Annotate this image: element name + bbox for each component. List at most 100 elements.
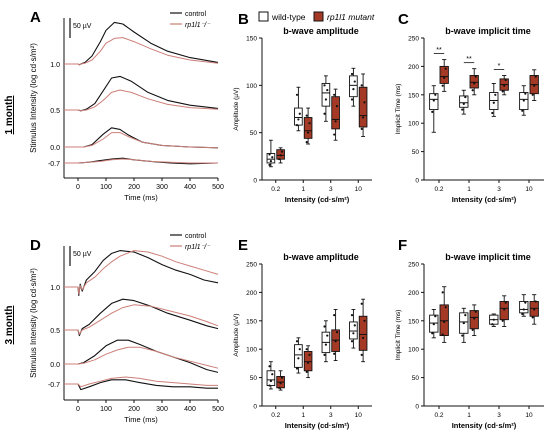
panel-E-point-wildtype [268,384,271,387]
panel-C-point-wildtype [524,92,527,95]
panel-E-y-axis-label: Amplitude (µV) [233,313,240,356]
legend-label-wildtype: wild-type [271,12,306,22]
panel-F-point-mutant [444,306,447,309]
panel-B-point-mutant [335,105,339,108]
panel-D-intensity-label: 0.0 [50,362,60,369]
panel-E-point-mutant [362,336,365,339]
panel-letter-F: F [398,237,407,254]
panel-D-trace-rp1l1 [64,250,219,295]
panel-C-y-tick-label: 100 [408,121,419,128]
panel-D-intensity-label: -0.7 [48,382,60,389]
panel-A-trace-control [64,127,219,149]
panel-D-trace-control [64,339,219,373]
panel-E-y-tick-label: 150 [246,318,257,325]
panel-F-point-wildtype [434,315,437,318]
panel-F-point-mutant [534,300,537,303]
panel-C-y-tick-label: 250 [408,36,419,43]
panel-B-point-mutant [333,93,336,96]
legend-swatch-mutant [313,11,324,22]
panel-F-point-wildtype [492,318,495,321]
panel-C-point-wildtype [431,110,434,113]
panel-E-point-mutant [278,386,281,389]
panel-B-point-wildtype [323,112,326,115]
panel-E-x-tick-label: 1 [301,412,305,419]
panel-C-title: b-wave implicit time [445,26,531,36]
panel-C-x-tick-label: 10 [525,186,533,193]
panel-E-x-tick-label: 0.2 [271,412,280,419]
panel-C-point-mutant [444,67,447,70]
panel-F-y-tick-label: 250 [408,262,419,269]
panel-B-point-wildtype [295,123,299,127]
box-legend: wild-type rp1l1 mutant [258,11,375,22]
panel-E-point-wildtype [297,357,300,360]
panel-B-point-wildtype [297,118,300,121]
row-label-1-month: 1 month [4,96,15,135]
panel-C-point-mutant [503,84,506,87]
panel-E-title: b-wave amplitude [283,252,359,262]
panel-F-x-tick-label: 1 [467,412,471,419]
panel-E-x-tick-label: 10 [355,412,363,419]
panel-E-x-axis-label: Intensity (cd·s/m²) [285,421,350,430]
panel-E-x-tick-label: 3 [329,412,333,419]
panel-B-box-mutant [303,117,313,139]
panel-C-box-wildtype [459,95,469,108]
panel-D-x-tick-label: 100 [100,406,112,413]
panel-A-group: 0 100 200 300 400 500 Time (ms) Stimulus Intens… [29,11,224,202]
panel-C-significance-marker: ** [436,47,442,54]
panel-A-intensity-label: -0.7 [48,161,60,168]
panel-E-point-wildtype [350,340,354,343]
panel-F-y-axis-label: Implicit Time (ms) [395,310,402,361]
panel-B-box-wildtype [294,107,303,126]
panel-letter-B: B [238,11,249,28]
panel-E-y-tick-label: 50 [250,375,258,382]
panel-F-point-wildtype [431,332,434,335]
panel-F-point-wildtype [524,301,527,304]
panel-A-y-axis-label: Stimulus Intensity (log cd·s/m²) [29,43,38,153]
panel-F-y-tick-label: 0 [415,404,419,411]
panel-B-point-mutant [305,114,308,117]
panel-B-group: b-wave amplitude 0 50 100 150 Amplitude (µV) 0… [233,26,372,204]
panel-B-box-wildtype [266,153,276,164]
panel-B-point-wildtype [326,88,329,92]
panel-C-box-mutant [439,65,449,84]
panel-F-point-wildtype [464,314,467,317]
panel-B-point-mutant [307,131,310,134]
panel-A-x-axis-label: Time (ms) [124,193,158,202]
panel-B-point-wildtype [271,156,274,159]
panel-B-point-wildtype [268,163,271,166]
panel-C-point-mutant [471,89,474,92]
panel-B-x-tick-label: 1 [301,186,305,193]
panel-C-x-tick-label: 0.2 [434,186,443,193]
panel-A-trace-control [64,75,219,112]
panel-E-box-wildtype [349,321,358,340]
panel-E-y-tick-label: 200 [246,290,257,297]
panel-F-point-mutant [531,316,534,319]
panel-C-x-tick-label: 1 [467,186,471,193]
panel-D-x-tick-label: 0 [76,406,80,413]
panel-E-point-mutant [360,353,363,356]
panel-B-point-wildtype [352,88,355,91]
panel-D-x-tick-label: 300 [156,406,168,413]
panel-B-point-mutant [360,127,363,130]
panel-F-y-tick-label: 100 [408,347,419,354]
panel-D-legend-label-rp1l1: rp1l1⁻/⁻ [185,244,211,251]
panel-F-point-wildtype [491,323,494,326]
panel-C-y-tick-label: 50 [412,149,420,156]
panel-E-point-mutant [280,376,284,379]
legend-swatch-wildtype [258,11,269,22]
panel-F-x-axis-label: Intensity (cd·s/m²) [452,421,517,430]
panel-F-group: b-wave implicit time 0 50 100 150 200 250 Impli… [395,252,544,430]
panel-F-point-mutant [474,310,477,313]
panel-F-box-mutant [499,301,509,321]
panel-F-point-wildtype [461,334,464,337]
panel-B-point-mutant [333,133,336,136]
panel-E-box-wildtype [266,370,276,387]
panel-E-point-mutant [360,302,363,305]
panel-A-x-tick-label: 400 [184,184,196,191]
panel-A-trace-rp1l1 [64,132,219,149]
panel-A-legend-label-control: control [185,11,206,18]
panel-D-x-tick-label: 500 [212,406,224,413]
panel-F-point-mutant [441,333,444,336]
panel-A-legend-label-rp1l1: rp1l1⁻/⁻ [185,22,211,29]
